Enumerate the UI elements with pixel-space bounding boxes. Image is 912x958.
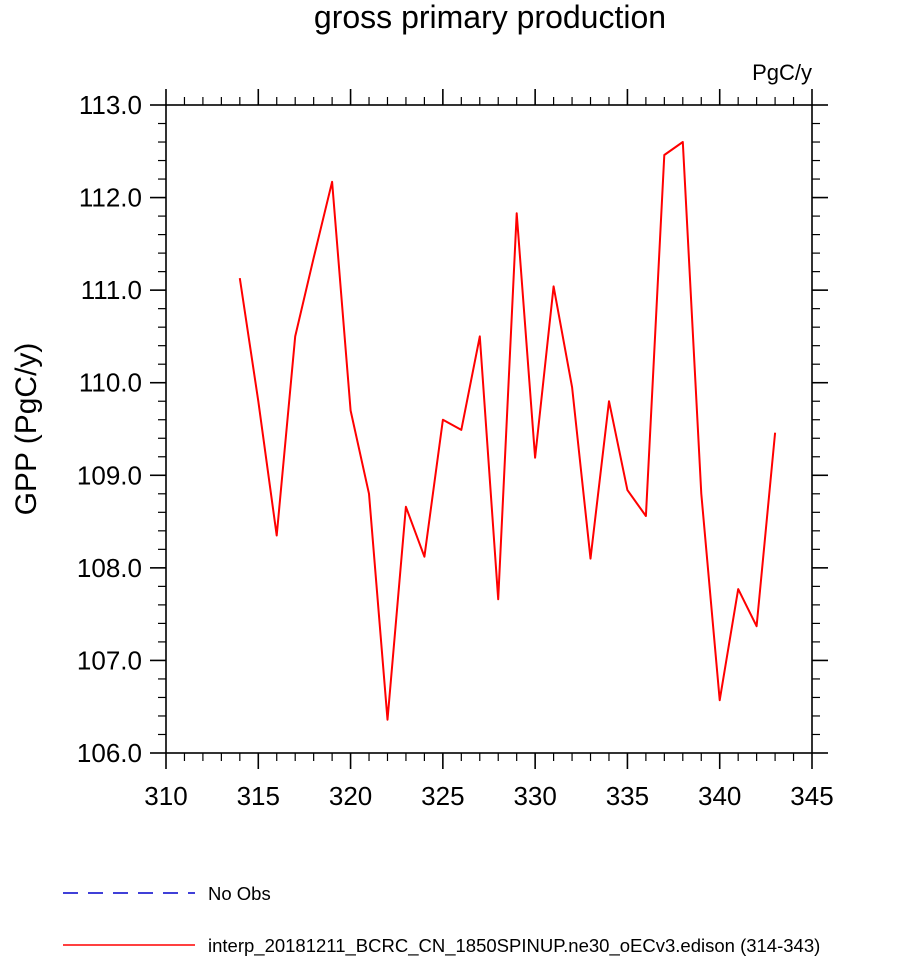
- y-tick-label: 112.0: [79, 183, 142, 213]
- series-layer: [238, 141, 777, 721]
- x-tick-label: 330: [513, 781, 556, 811]
- axis-ticks: [150, 89, 828, 769]
- y-tick-label: 110.0: [79, 368, 142, 398]
- y-tick-label: 113.0: [79, 90, 142, 120]
- legend: No Obs interp_20181211_BCRC_CN_1850SPINUP…: [63, 883, 820, 957]
- x-tick-label: 335: [606, 781, 649, 811]
- series-line-0: [238, 141, 777, 721]
- y-tick-label: 107.0: [77, 645, 142, 675]
- x-tick-label: 340: [698, 781, 741, 811]
- y-axis-label: GPP (PgC/y): [10, 343, 43, 516]
- legend-label-0: No Obs: [208, 883, 271, 904]
- legend-label-1: interp_20181211_BCRC_CN_1850SPINUP.ne30_…: [208, 935, 820, 957]
- axis-tick-labels: 310 315 320 325 330 335 340 345 106.0 107.0 108.0 1…: [77, 90, 834, 811]
- units-label: PgC/y: [752, 60, 812, 85]
- x-tick-label: 320: [329, 781, 372, 811]
- y-tick-label: 106.0: [77, 738, 142, 768]
- y-tick-label: 109.0: [77, 460, 142, 490]
- x-tick-label: 345: [790, 781, 833, 811]
- x-tick-label: 310: [144, 781, 187, 811]
- plot-frame: [165, 104, 813, 754]
- x-tick-label: 315: [237, 781, 280, 811]
- chart-title: gross primary production: [314, 0, 666, 35]
- y-tick-label: 108.0: [77, 553, 142, 583]
- y-tick-label: 111.0: [81, 275, 142, 305]
- x-tick-label: 325: [421, 781, 464, 811]
